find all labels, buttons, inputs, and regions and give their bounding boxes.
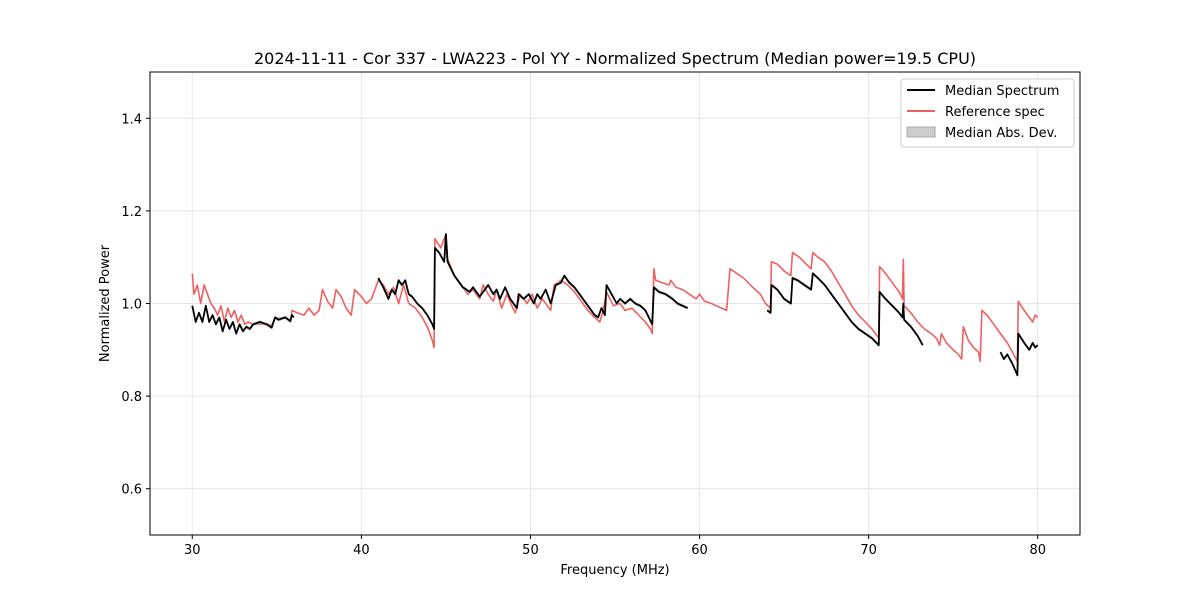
chart-title: 2024-11-11 - Cor 337 - LWA223 - Pol YY -… [254,49,976,68]
legend-reference-label: Reference spec [945,105,1045,120]
y-tick-label: 1.0 [121,298,142,313]
x-tick-label: 40 [353,543,370,558]
x-tick-label: 70 [860,543,877,558]
y-tick-label: 1.2 [121,205,142,220]
legend-mad-label: Median Abs. Dev. [945,126,1057,141]
x-tick-label: 30 [184,543,201,558]
median-spectrum-line [999,332,1039,377]
legend-median-label: Median Spectrum [945,84,1059,99]
median-spectrum-series [191,232,1039,378]
y-tick-label: 0.8 [121,390,142,405]
median-spectrum-line [766,272,924,347]
y-tick-label: 0.6 [121,483,142,498]
x-tick-label: 60 [691,543,708,558]
y-tick-label: 1.4 [121,112,142,127]
y-axis-label: Normalized Power [98,244,113,362]
legend-box [900,78,1075,148]
median-spectrum-line [191,304,295,335]
x-tick-label: 80 [1029,543,1046,558]
x-axis-ticks: 30 40 50 60 70 80 [184,535,1046,558]
x-axis-label: Frequency (MHz) [560,563,669,578]
x-tick-label: 50 [522,543,539,558]
legend: Median Spectrum Reference spec Median Ab… [900,78,1075,148]
y-axis-ticks: 0.6 0.8 1.0 1.2 1.4 [121,112,150,498]
legend-mad-swatch [906,126,936,138]
median-spectrum-line [377,233,689,330]
